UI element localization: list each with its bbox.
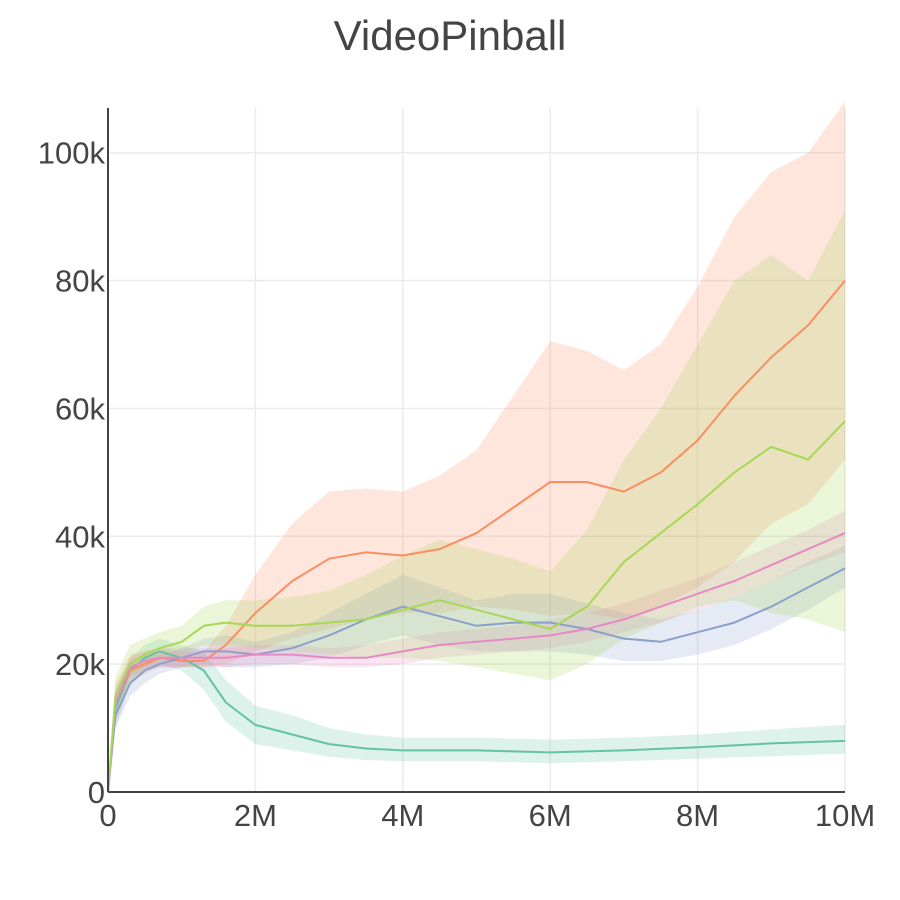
- series-0-band: [108, 638, 845, 792]
- series-3-line: [107, 532, 846, 793]
- x-tick-label-4: 8M: [676, 798, 719, 833]
- series-0-line: [107, 650, 846, 793]
- axis-layer: [107, 108, 845, 793]
- series-2-line: [107, 567, 846, 793]
- band-layer: [108, 101, 845, 793]
- y-tick-label-4: 80k: [55, 264, 105, 299]
- chart-title: VideoPinball: [333, 12, 567, 59]
- grid-layer: [108, 108, 846, 792]
- y-tick-label-0: 0: [88, 775, 105, 810]
- series-4-band: [108, 210, 845, 793]
- x-tick-label-3: 6M: [529, 798, 572, 833]
- line-layer: [107, 279, 846, 793]
- x-tick-label-5: 10M: [815, 798, 875, 833]
- series-1-band: [108, 101, 845, 793]
- tick-layer: 0 2M 4M 6M 8M 10M 0 20k 40k 60k 80k 100k: [38, 136, 875, 833]
- series-4-line: [107, 420, 846, 793]
- x-tick-label-1: 2M: [234, 798, 277, 833]
- y-tick-label-1: 20k: [55, 647, 105, 682]
- x-tick-label-0: 0: [99, 798, 116, 833]
- x-tick-label-2: 4M: [381, 798, 424, 833]
- y-tick-label-5: 100k: [38, 136, 106, 171]
- y-tick-label-2: 40k: [55, 519, 105, 554]
- y-tick-label-3: 60k: [55, 391, 105, 426]
- series-3-band: [108, 510, 845, 792]
